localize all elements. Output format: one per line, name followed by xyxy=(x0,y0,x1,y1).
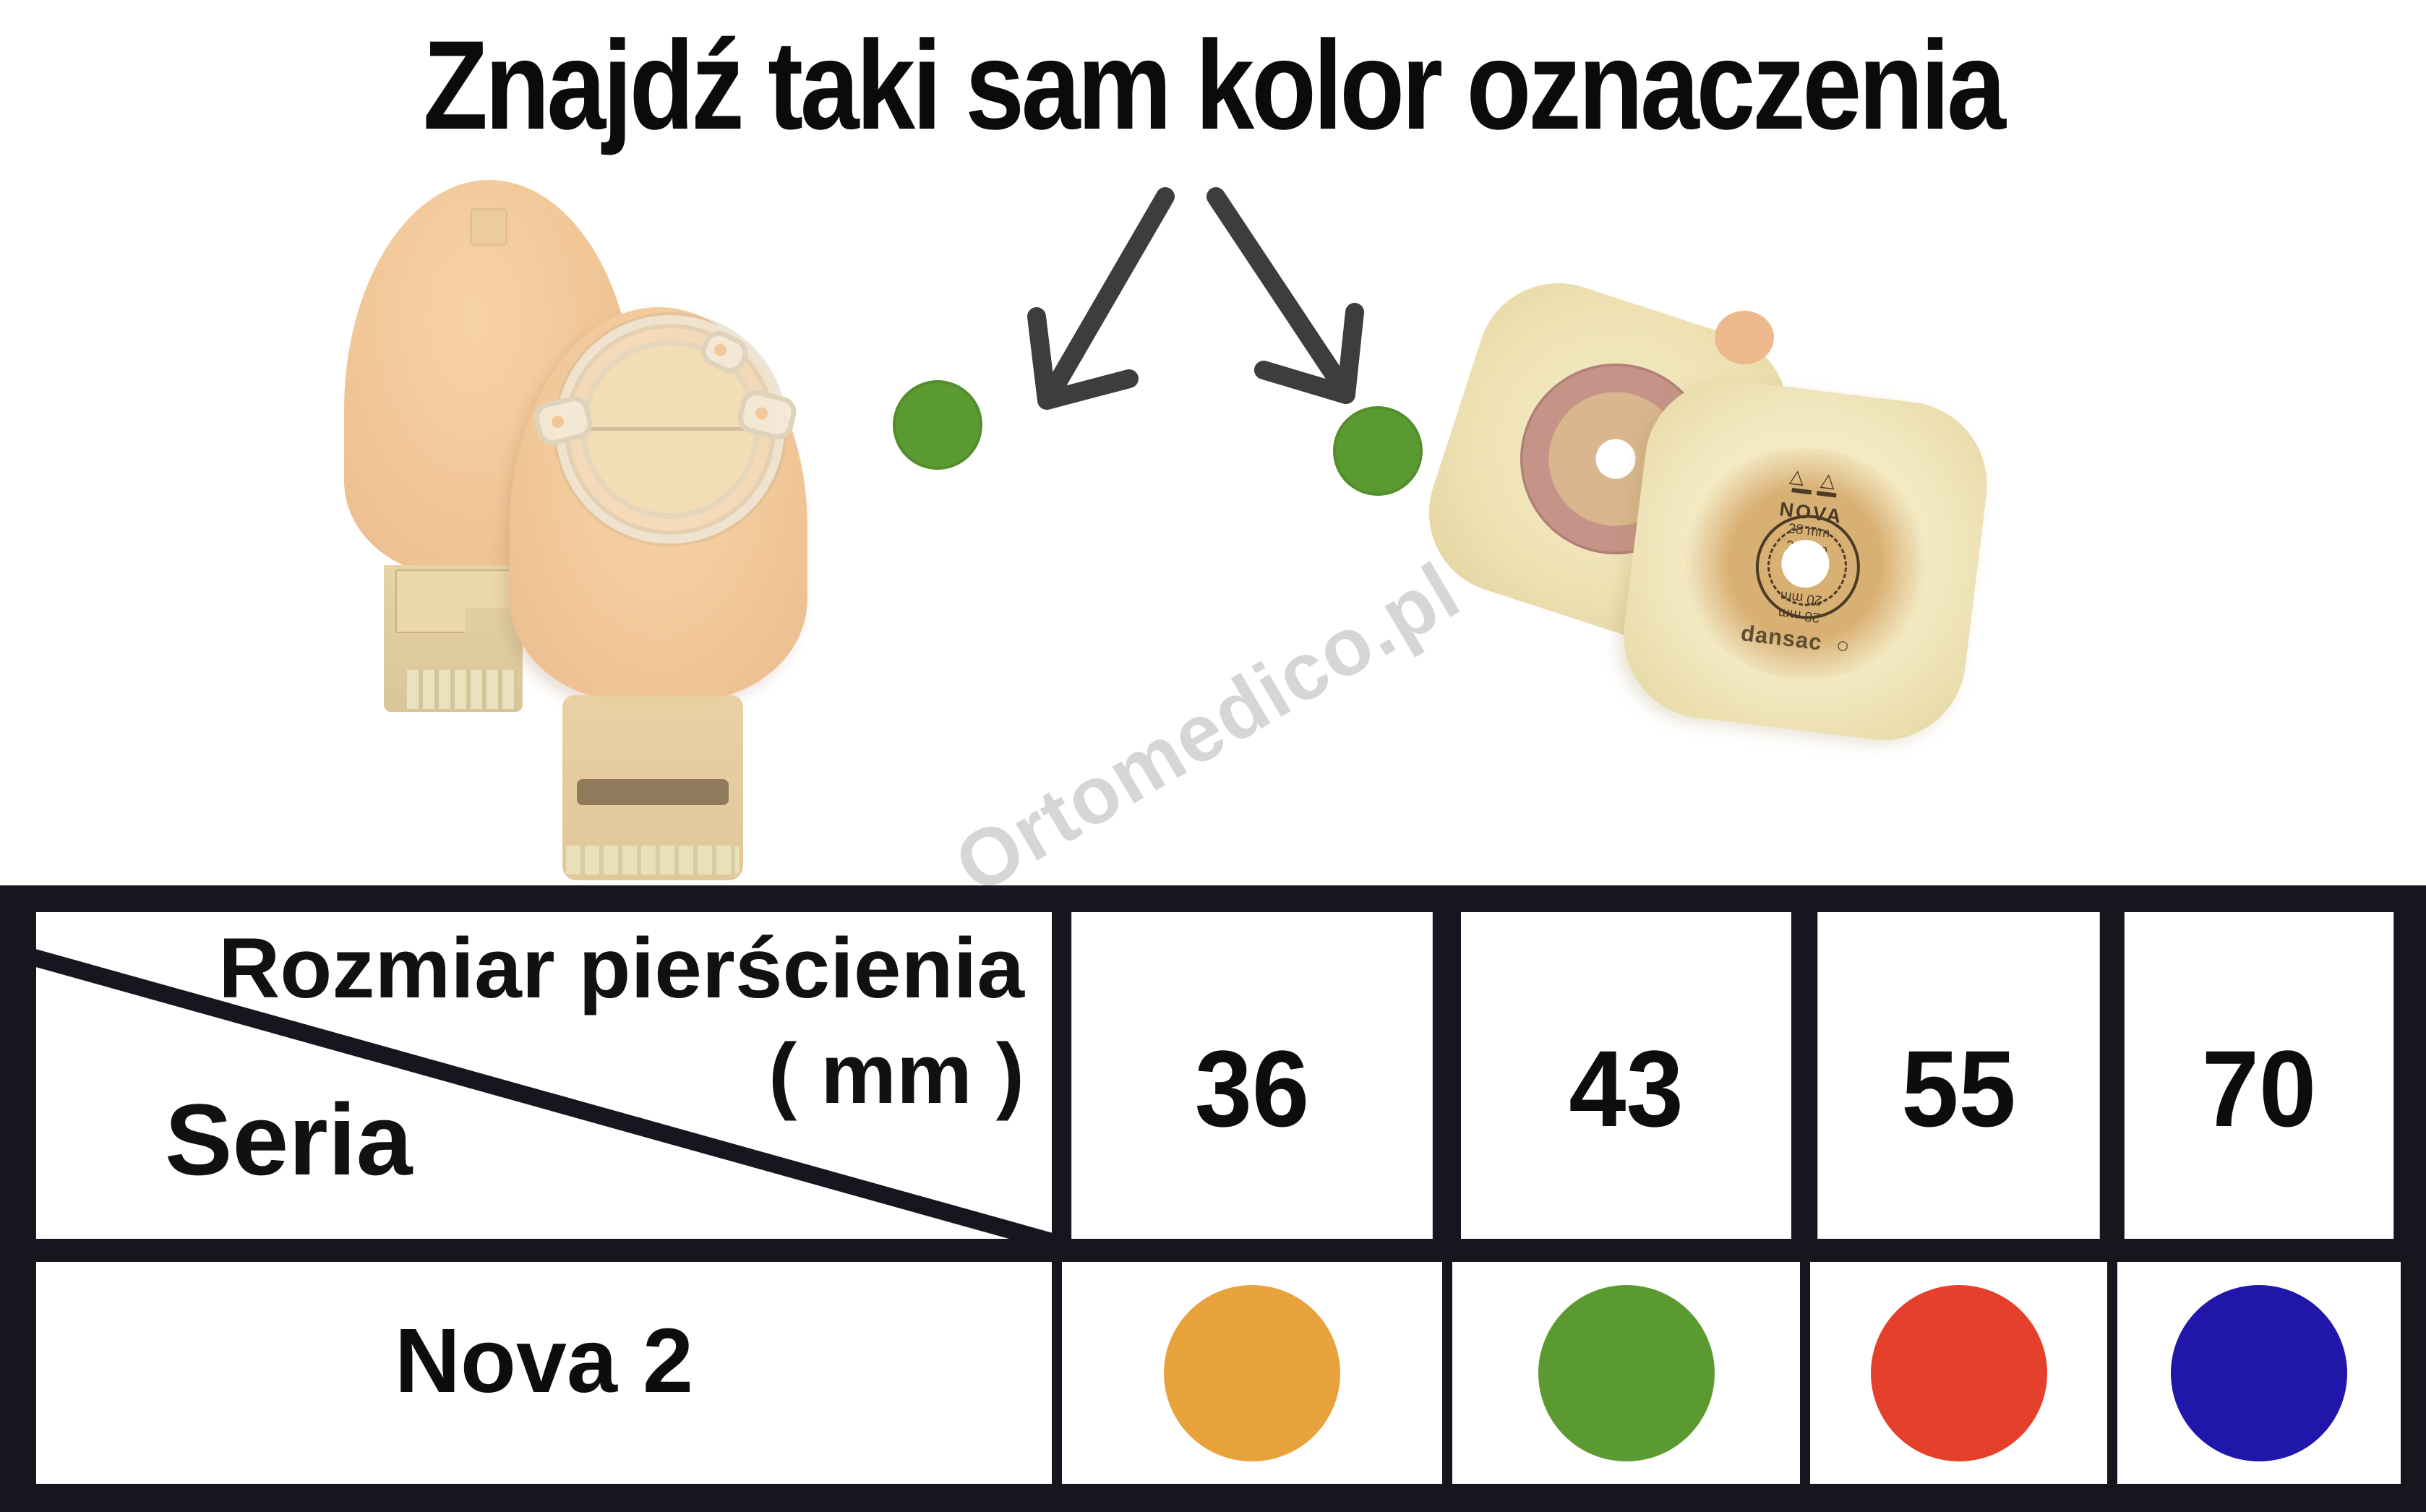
color-cell-55 xyxy=(1810,1262,2107,1484)
adhesive-disk: △ △ NOVA 28 mm 20 mm 20 mm 28 mm dansac … xyxy=(1668,434,1942,694)
pouch-front-outlet xyxy=(562,695,743,880)
circle-outline-icon: ○ xyxy=(1834,631,1852,659)
corner-diagonal-line xyxy=(36,949,1052,1239)
corner-label-ring-size: Rozmiar pierścienia xyxy=(218,921,1024,1016)
size-header-70: 70 xyxy=(2124,912,2394,1239)
velcro-strip xyxy=(577,779,729,805)
color-dot-43-green xyxy=(1538,1284,1715,1461)
color-dot-55-red xyxy=(1870,1284,2047,1461)
arrow-down-left-icon xyxy=(1027,187,1175,410)
arrow-down-right-icon xyxy=(1206,187,1364,404)
outlet-striped-hem xyxy=(566,846,740,875)
color-marker-dot-left xyxy=(893,380,982,470)
outlet-striped-hem xyxy=(407,670,517,709)
color-cell-43 xyxy=(1452,1262,1800,1484)
page-title: Znajdź taki sam kolor oznaczenia xyxy=(423,15,2006,156)
baseplate-ear-tab-upper xyxy=(1715,311,1774,364)
corner-label-series: Seria xyxy=(165,1083,413,1196)
size-header-43: 43 xyxy=(1461,912,1791,1239)
series-name-cell: Nova 2 xyxy=(36,1262,1052,1484)
pouch-filter-patch xyxy=(470,208,507,246)
color-cell-70 xyxy=(2117,1262,2401,1484)
table-corner-cell: Rozmiar pierścienia ( mm ) Seria xyxy=(36,912,1052,1239)
coupling-ring-seam xyxy=(581,427,759,431)
corner-label-unit: ( mm ) xyxy=(768,1026,1024,1122)
color-cell-36 xyxy=(1062,1262,1442,1484)
pouch-back-outlet xyxy=(384,565,523,712)
color-dot-70-blue xyxy=(2171,1284,2347,1461)
size-color-table: Rozmiar pierścienia ( mm ) Seria 36 43 5… xyxy=(0,885,2426,1512)
outlet-fold-flap xyxy=(395,570,520,633)
manufacturer-name: dansac xyxy=(1739,619,1824,656)
watermark: Ortomedico.pl xyxy=(940,545,1475,911)
color-marker-dot-right xyxy=(1333,406,1423,496)
color-dot-36-orange xyxy=(1164,1284,1340,1461)
size-header-55: 55 xyxy=(1817,912,2100,1239)
size-header-36: 36 xyxy=(1071,912,1433,1239)
baseplate-front: △ △ NOVA 28 mm 20 mm 20 mm 28 mm dansac … xyxy=(1614,370,1997,750)
